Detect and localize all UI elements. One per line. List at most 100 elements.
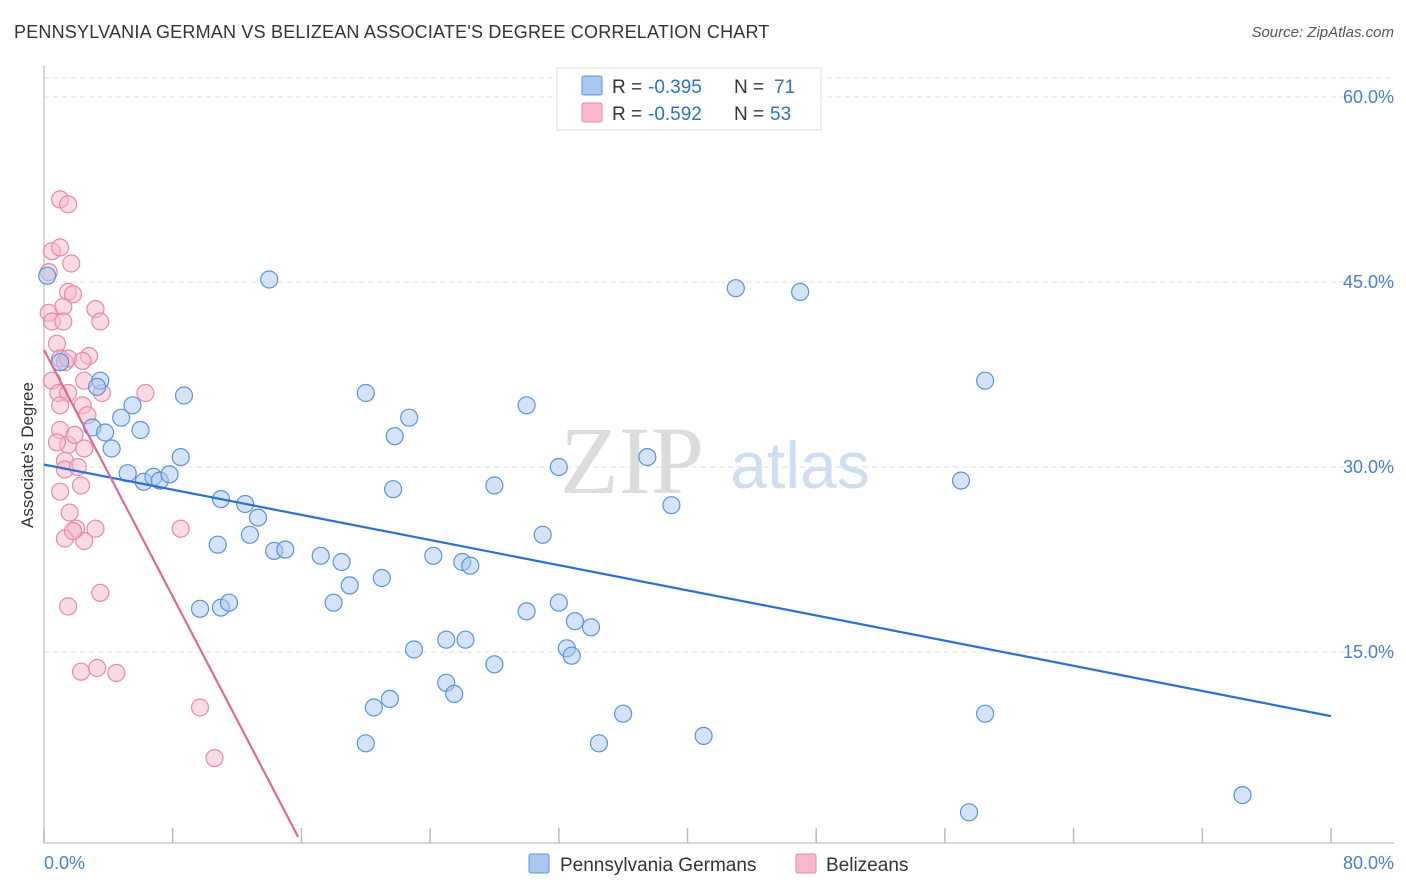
- pa-german-point-53: [445, 684, 464, 704]
- pa-german-point-43: [517, 396, 536, 415]
- pa-german-point-9: [131, 420, 150, 440]
- pa-german-point-26: [340, 576, 359, 595]
- legend-n-label-1: N =: [734, 77, 764, 98]
- belizean-point-41: [58, 597, 78, 616]
- pa-german-point-0: [38, 266, 57, 285]
- pa-german-point-59: [589, 734, 609, 753]
- grid: [44, 77, 1394, 653]
- pa-german-point-21: [208, 535, 227, 554]
- legend-r-value-2: -0.592: [648, 104, 702, 125]
- pa-german-point-33: [384, 480, 403, 499]
- pa-german-point-60: [613, 704, 633, 723]
- belizean-point-33: [50, 482, 70, 501]
- y-tick-label-0: 15.0%: [1343, 642, 1394, 662]
- legend-r-label-2: R =: [612, 104, 642, 125]
- legend-r-value-1: -0.395: [648, 77, 702, 98]
- pa-german-point-69: [959, 803, 979, 822]
- pa-german-point-34: [385, 427, 404, 446]
- belizean-point-12: [47, 334, 67, 353]
- pa-german-point-32: [356, 383, 375, 403]
- pa-german-point-35: [400, 408, 419, 427]
- pa-german-point-61: [638, 448, 657, 467]
- pa-german-point-19: [248, 508, 268, 527]
- pa-german-point-48: [565, 612, 585, 631]
- pa-german-point-4: [112, 408, 131, 427]
- pa-german-point-36: [424, 546, 443, 565]
- series-legend-label-blue: Pennsylvania Germans: [560, 855, 756, 876]
- chart-source: Source: ZipAtlas.com: [1251, 24, 1394, 41]
- pennsylvania-germans-points: [38, 266, 1252, 822]
- pa-german-point-63: [694, 726, 713, 746]
- pa-german-point-8: [123, 396, 142, 415]
- belizean-point-47: [205, 748, 224, 768]
- belizean-point-29: [75, 439, 94, 458]
- axes: [43, 66, 1394, 844]
- belizean-point-11: [54, 312, 73, 331]
- pa-german-point-55: [356, 734, 375, 753]
- belizean-point-40: [91, 583, 110, 602]
- pa-german-point-7: [102, 439, 121, 458]
- pa-german-point-49: [581, 618, 601, 637]
- pa-german-point-42: [485, 476, 504, 495]
- pa-german-point-27: [372, 568, 391, 588]
- tick-labels: 15.0% 30.0% 45.0% 60.0% 0.0% 80.0%: [44, 87, 1394, 873]
- y-tick-label-3: 60.0%: [1343, 87, 1394, 107]
- pa-german-point-31: [324, 593, 343, 612]
- pa-german-point-66: [975, 371, 995, 390]
- pa-german-point-30: [190, 599, 210, 618]
- pa-german-point-57: [260, 270, 279, 289]
- pa-german-point-3: [87, 377, 107, 396]
- pa-german-point-44: [533, 525, 552, 544]
- pa-german-point-54: [380, 689, 399, 709]
- pa-german-point-45: [517, 602, 536, 621]
- pa-german-point-47: [549, 593, 568, 612]
- belizean-point-2: [50, 238, 70, 257]
- series-legend-label-pink: Belizeans: [826, 855, 908, 876]
- pa-german-point-40: [437, 630, 456, 649]
- belizean-point-34: [47, 433, 67, 452]
- y-tick-label-2: 45.0%: [1343, 272, 1394, 292]
- series-legend: Pennsylvania Germans Belizeans: [528, 853, 908, 876]
- y-tick-label-1: 30.0%: [1343, 457, 1394, 477]
- pa-german-point-58: [485, 655, 504, 674]
- pa-german-point-23: [276, 540, 295, 559]
- legend-r-label-1: R =: [612, 77, 642, 98]
- belizean-point-4: [58, 195, 78, 214]
- pa-german-point-16: [174, 386, 194, 405]
- belizean-point-22: [91, 312, 110, 331]
- pa-german-point-62: [662, 496, 681, 515]
- trend-lines: [43, 349, 1332, 838]
- legend-swatch-blue: [581, 75, 603, 96]
- series-legend-swatch-pink: [795, 853, 817, 874]
- watermark-zip: ZIP: [560, 407, 704, 514]
- pa-german-point-68: [975, 704, 995, 723]
- legend-n-value-2: 53: [770, 104, 791, 125]
- pa-german-point-29: [219, 593, 239, 612]
- pa-german-trend-line: [43, 463, 1332, 718]
- belizean-point-44: [107, 663, 126, 683]
- pa-german-point-67: [951, 471, 971, 490]
- belizean-point-51: [73, 351, 92, 370]
- belizean-point-43: [87, 658, 107, 678]
- belizean-point-38: [63, 521, 83, 541]
- belizean-point-5: [62, 254, 81, 273]
- pa-german-point-24: [311, 546, 330, 565]
- pa-german-point-46: [549, 457, 568, 477]
- belizean-point-52: [60, 503, 79, 522]
- pa-german-point-25: [332, 552, 351, 572]
- belizean-point-7: [63, 285, 83, 304]
- pa-german-point-37: [404, 640, 424, 659]
- belizean-point-32: [71, 476, 91, 495]
- pa-german-point-56: [364, 698, 383, 717]
- pa-german-point-70: [1233, 785, 1252, 805]
- legend-n-value-1: 71: [774, 77, 795, 98]
- x-tick-label-min: 0.0%: [44, 853, 85, 873]
- pa-german-point-65: [790, 282, 810, 301]
- belizean-point-42: [71, 662, 91, 681]
- pa-german-point-51: [562, 646, 581, 665]
- belizean-point-46: [190, 698, 210, 717]
- legend-n-label-2: N =: [734, 104, 764, 125]
- belizean-trend-line: [43, 349, 300, 838]
- pa-german-point-6: [95, 423, 115, 442]
